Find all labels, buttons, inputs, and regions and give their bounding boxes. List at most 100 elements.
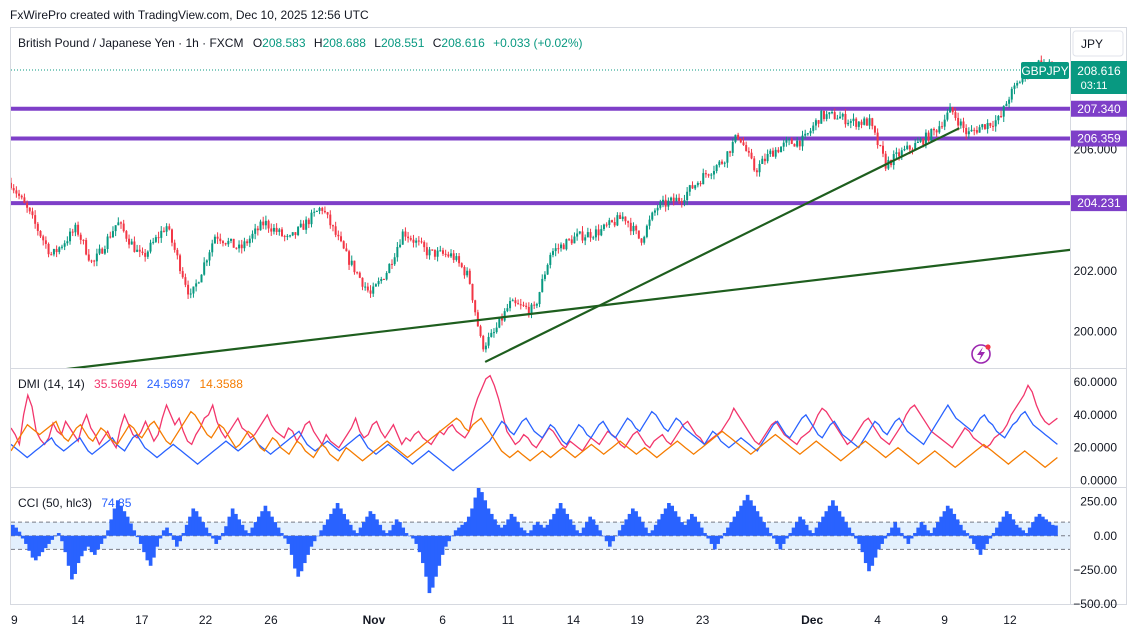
candle-body <box>439 250 442 252</box>
cci-bar <box>50 535 55 540</box>
cci-bar <box>247 533 251 536</box>
cci-bar <box>263 505 268 536</box>
dmi-axis[interactable]: 60.0000 40.0000 20.0000 0.0000 <box>1074 375 1118 487</box>
cci-bar <box>211 535 215 539</box>
dmi-pane[interactable] <box>11 374 1058 472</box>
lightning-icon[interactable] <box>971 344 991 364</box>
candle-body <box>474 300 477 313</box>
cci-bar <box>115 500 120 536</box>
cci-bar <box>191 508 196 536</box>
price-pane[interactable] <box>10 55 1072 375</box>
candle-body <box>272 227 275 232</box>
cci-bar <box>234 513 238 536</box>
cci-bar <box>411 535 415 539</box>
candle-body <box>460 263 463 268</box>
candle-body <box>755 170 758 173</box>
cci-bar <box>742 500 747 536</box>
cci-bar <box>791 527 796 536</box>
cci-bar <box>289 535 294 555</box>
candle-body <box>804 133 807 136</box>
currency-button[interactable] <box>1072 30 1124 57</box>
cci-bar <box>827 505 832 536</box>
cci-bar <box>873 535 878 558</box>
cci-bar <box>243 530 248 536</box>
candle-body <box>492 332 495 334</box>
cci-bar <box>283 535 287 539</box>
candle-body <box>922 139 925 145</box>
candle-body <box>747 150 750 153</box>
legend-low-value: 208.551 <box>381 36 425 50</box>
candle-body <box>509 301 512 309</box>
last-price-label: 208.616 <box>1077 64 1121 78</box>
candle-body <box>619 215 622 219</box>
cci-bar <box>988 535 993 539</box>
candle-body <box>798 140 801 147</box>
candle-body <box>696 183 699 186</box>
candle-body <box>688 185 691 192</box>
candle-body <box>949 107 952 113</box>
candle-body <box>211 243 214 253</box>
cci-bar <box>1018 527 1022 536</box>
cci-bar <box>129 523 133 536</box>
candle-body <box>350 260 353 265</box>
candle-body <box>771 150 774 157</box>
candle-body <box>278 229 281 232</box>
legend-close-value: 208.616 <box>441 36 485 50</box>
candle-body <box>482 335 485 350</box>
candle-body <box>1016 82 1019 86</box>
candle-body <box>589 232 592 238</box>
cci-bar <box>381 530 386 536</box>
candle-body <box>254 228 257 234</box>
candle-body <box>704 173 707 175</box>
cci-bar <box>519 527 524 536</box>
cci-bar <box>476 488 481 536</box>
cci-bar <box>443 535 448 547</box>
cci-bar <box>837 511 842 536</box>
candle-body <box>305 219 308 230</box>
cci-bar <box>919 522 924 536</box>
candle-body <box>425 247 428 256</box>
cci-bar <box>1040 516 1045 536</box>
cci-bar <box>926 530 930 536</box>
cci-bar <box>752 505 757 536</box>
cci-pane[interactable] <box>11 487 1070 594</box>
cci-bar <box>122 511 127 536</box>
cci-bar <box>102 535 107 539</box>
cci-bar <box>1024 533 1029 536</box>
cci-bar <box>1037 513 1042 536</box>
cci-tick-label: 0.00 <box>1094 529 1118 543</box>
cci-bar <box>860 535 865 553</box>
cci-bar <box>562 508 566 536</box>
cci-bar <box>867 535 871 572</box>
time-tick-label: 11 <box>502 613 515 627</box>
cci-bar <box>322 524 327 536</box>
cci-bar <box>11 524 15 536</box>
candle-body <box>334 226 337 235</box>
price-axis[interactable]: 200.000202.000206.000207.340206.359204.2… <box>1071 100 1127 339</box>
cci-bar <box>135 535 140 538</box>
cci-bar <box>555 508 560 536</box>
candle-body <box>535 304 538 306</box>
trendline[interactable] <box>484 127 960 363</box>
cci-axis[interactable]: 250.00 0.00 −250.00 −500.00 <box>1073 495 1117 611</box>
time-axis[interactable]: 9 14 17 22 26 Nov 6 11 14 19 23 Dec 4 9 12 <box>11 613 1017 627</box>
cci-bar <box>972 535 976 544</box>
candle-body <box>117 222 120 226</box>
candle-body <box>18 193 21 196</box>
dmi-name: DMI (14, 14) <box>18 377 85 391</box>
candle-body <box>103 249 106 254</box>
candle-body <box>994 120 997 127</box>
cci-bar <box>621 524 625 536</box>
candle-body <box>750 152 753 159</box>
candle-body <box>393 257 396 265</box>
cci-bar <box>493 519 497 536</box>
cci-bar <box>404 533 409 536</box>
last-price-tag-bg <box>1071 61 1127 94</box>
candle-body <box>670 197 673 201</box>
candle-body <box>192 286 195 294</box>
cci-bar <box>516 522 520 536</box>
trendline[interactable] <box>24 248 1072 374</box>
cci-bar <box>119 505 123 536</box>
cci-bar <box>207 533 212 536</box>
cci-bar <box>237 519 242 536</box>
